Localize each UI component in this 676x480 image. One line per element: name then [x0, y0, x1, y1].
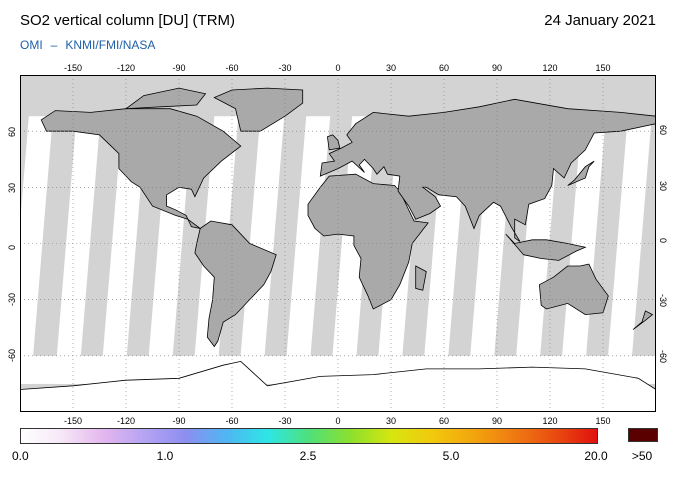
lon-tick-label: -60 — [225, 63, 239, 73]
landmass-madagascar — [415, 265, 427, 291]
colorbar-overflow-swatch — [628, 428, 658, 442]
map-frame — [20, 75, 656, 412]
graticule — [20, 75, 656, 412]
lat-tick-label: -30 — [7, 292, 17, 306]
lat-tick-label: 30 — [7, 183, 17, 194]
lat-tick-label: 60 — [658, 125, 668, 136]
credit-line: OMI – KNMI/FMI/NASA — [20, 38, 155, 52]
so2-colorbar — [20, 428, 598, 444]
lat-tick-label: -30 — [658, 293, 668, 307]
orbit-swath — [20, 116, 53, 384]
lon-tick-label: -90 — [172, 63, 186, 73]
lon-tick-label: -30 — [278, 63, 292, 73]
colorbar-tick-label: 0.0 — [12, 449, 29, 463]
lon-tick-label: 120 — [542, 416, 558, 426]
colorbar-tick-label: 20.0 — [584, 449, 608, 463]
lon-tick-label: 0 — [335, 416, 341, 426]
lon-tick-label: -120 — [116, 416, 136, 426]
landmass-south-america — [194, 220, 277, 348]
world-map — [20, 75, 656, 412]
landmass-greenland — [213, 87, 304, 132]
credit-instrument: OMI — [20, 38, 43, 52]
lon-tick-label: 150 — [595, 63, 611, 73]
lon-tick-label: 90 — [491, 63, 503, 73]
lon-tick-label: -90 — [172, 416, 186, 426]
lon-tick-label: 0 — [335, 63, 341, 73]
lon-tick-label: -120 — [116, 63, 136, 73]
lon-tick-label: 150 — [595, 416, 611, 426]
lat-tick-label: 30 — [658, 181, 668, 192]
lat-tick-label: 60 — [7, 127, 17, 138]
lat-tick-label: 0 — [7, 244, 17, 250]
lon-tick-label: 60 — [438, 416, 450, 426]
landmass-eurasia — [319, 98, 656, 242]
landmass-japan — [567, 160, 595, 186]
credit-institutions: KNMI/FMI/NASA — [65, 38, 156, 52]
orbit-swath — [605, 116, 652, 384]
landmass-australia — [538, 263, 609, 316]
landmass-arctic-islands — [124, 87, 207, 110]
colorbar-tick-label: 2.5 — [299, 449, 317, 463]
lat-tick-label: 0 — [658, 237, 668, 243]
orbit-swath — [284, 116, 331, 384]
orbit-swath — [559, 116, 606, 384]
lon-tick-label: -60 — [225, 416, 239, 426]
lat-tick-label: -60 — [658, 349, 668, 363]
landmass-uk — [326, 134, 341, 151]
lon-tick-label: 60 — [438, 63, 450, 73]
landmass-north-america — [40, 108, 242, 229]
orbit-swath — [54, 116, 101, 384]
map-title: SO2 vertical column [DU] (TRM) — [20, 12, 236, 29]
landmass-indonesia — [505, 233, 587, 261]
credit-separator: – — [50, 38, 58, 52]
lon-tick-label: -150 — [63, 63, 83, 73]
lon-tick-label: -30 — [278, 416, 292, 426]
lon-tick-label: 120 — [542, 63, 558, 73]
lon-tick-label: -150 — [63, 416, 83, 426]
colorbar-tick-label: 1.0 — [156, 449, 174, 463]
colorbar-tick-label: 5.0 — [442, 449, 460, 463]
lon-tick-label: 90 — [491, 416, 503, 426]
lon-tick-label: 30 — [385, 416, 397, 426]
map-date: 24 January 2021 — [544, 12, 656, 29]
lon-tick-label: 30 — [385, 63, 397, 73]
colorbar-over-label: >50 — [631, 449, 653, 463]
landmass-new-zealand — [632, 310, 654, 330]
lat-tick-label: -60 — [7, 348, 17, 362]
